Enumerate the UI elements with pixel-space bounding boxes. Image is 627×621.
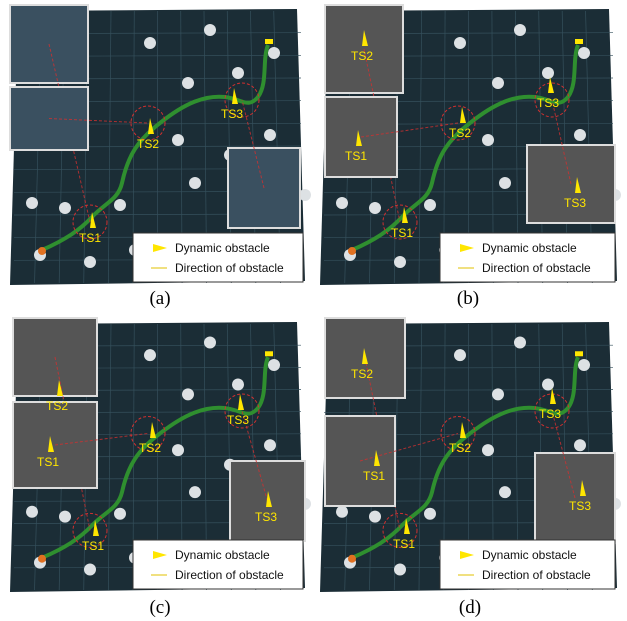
panel: TS2 TS1 TS2 TS3 TS3 TS1 Dynamic obstacle Direct…: [10, 318, 311, 592]
static-obstacle: [542, 379, 554, 391]
static-obstacle: [189, 177, 201, 189]
goal-flag: [265, 351, 273, 356]
static-obstacle: [264, 439, 276, 451]
static-obstacle: [394, 563, 406, 575]
goal-flag: [575, 39, 583, 44]
static-obstacle: [369, 202, 381, 214]
static-obstacle: [499, 177, 511, 189]
static-obstacle: [424, 508, 436, 520]
start: [348, 247, 356, 255]
static-obstacle: [514, 336, 526, 348]
start: [38, 555, 46, 563]
panel: TS1 TS2 TS3 Dynamic obstacle Direction of ob…: [10, 5, 311, 285]
static-obstacle: [482, 444, 494, 456]
static-obstacle: [204, 24, 216, 36]
ts-label: TS2: [137, 137, 159, 151]
static-obstacle: [204, 336, 216, 348]
static-obstacle: [492, 388, 504, 400]
static-obstacle: [454, 37, 466, 49]
static-obstacle: [336, 506, 348, 518]
static-obstacle: [499, 486, 511, 498]
static-obstacle: [59, 202, 71, 214]
ts-label: TS3: [255, 510, 277, 524]
ts-label: TS3: [227, 413, 249, 427]
static-obstacle: [189, 486, 201, 498]
legend-label: Direction of obstacle: [175, 568, 284, 582]
panel-label: (c): [149, 597, 170, 618]
static-obstacle: [59, 511, 71, 523]
static-obstacle: [268, 47, 280, 59]
static-obstacle: [578, 47, 590, 59]
panel: TS2 TS1 TS2 TS3 TS3 TS1 Dynamic obstacle Direct…: [320, 318, 621, 592]
ts-label: TS3: [537, 96, 559, 110]
static-obstacle: [268, 359, 280, 371]
ts-label: TS1: [363, 469, 385, 483]
goal-flag: [265, 39, 273, 44]
goal-flag: [575, 351, 583, 356]
static-obstacle: [578, 359, 590, 371]
static-obstacle: [232, 67, 244, 79]
ts-label: TS1: [391, 226, 413, 240]
static-obstacle: [114, 199, 126, 211]
static-obstacle: [369, 511, 381, 523]
static-obstacle: [232, 379, 244, 391]
static-obstacle: [492, 77, 504, 89]
ts-label: TS3: [564, 196, 586, 210]
static-obstacle: [514, 24, 526, 36]
ts-label: TS1: [79, 231, 101, 245]
static-obstacle: [84, 563, 96, 575]
static-obstacle: [182, 388, 194, 400]
legend-label: Direction of obstacle: [482, 568, 591, 582]
static-obstacle: [84, 256, 96, 268]
static-obstacle: [394, 256, 406, 268]
panel-label: (b): [457, 288, 479, 309]
static-obstacle: [542, 67, 554, 79]
static-obstacle: [574, 129, 586, 141]
static-obstacle: [454, 349, 466, 361]
ts-label: TS3: [569, 499, 591, 513]
ts-label: TS1: [82, 539, 104, 553]
ts-label: TS3: [221, 107, 243, 121]
static-obstacle: [336, 197, 348, 209]
ts-label: TS2: [449, 126, 471, 140]
legend-label: Dynamic obstacle: [482, 548, 577, 562]
static-obstacle: [144, 349, 156, 361]
static-obstacle: [574, 439, 586, 451]
legend-label: Dynamic obstacle: [175, 548, 270, 562]
static-obstacle: [264, 129, 276, 141]
ts-label: TS2: [351, 367, 373, 381]
static-obstacle: [482, 134, 494, 146]
legend-label: Direction of obstacle: [482, 261, 591, 275]
panel-label: (d): [459, 597, 481, 618]
ts-label: TS2: [46, 399, 68, 413]
legend-label: Dynamic obstacle: [482, 241, 577, 255]
static-obstacle: [26, 197, 38, 209]
legend-label: Direction of obstacle: [175, 261, 284, 275]
start: [348, 555, 356, 563]
static-obstacle: [114, 508, 126, 520]
ts-label: TS2: [139, 441, 161, 455]
static-obstacle: [424, 199, 436, 211]
static-obstacle: [172, 134, 184, 146]
ts-label: TS1: [393, 537, 415, 551]
start: [38, 247, 46, 255]
static-obstacle: [172, 444, 184, 456]
ts-label: TS1: [345, 149, 367, 163]
panel: TS2 TS1 TS2 TS3 TS3 TS1 Dynamic obstacle Direct…: [320, 5, 621, 285]
ts-label: TS1: [37, 455, 59, 469]
panel-label: (a): [149, 288, 170, 309]
static-obstacle: [182, 77, 194, 89]
ts-label: TS3: [539, 407, 561, 421]
ts-label: TS2: [449, 441, 471, 455]
static-obstacle: [144, 37, 156, 49]
legend-label: Dynamic obstacle: [175, 241, 270, 255]
static-obstacle: [26, 506, 38, 518]
figure: TS1 TS2 TS3 Dynamic obstacle Direction of ob…: [0, 0, 627, 621]
ts-label: TS2: [351, 49, 373, 63]
